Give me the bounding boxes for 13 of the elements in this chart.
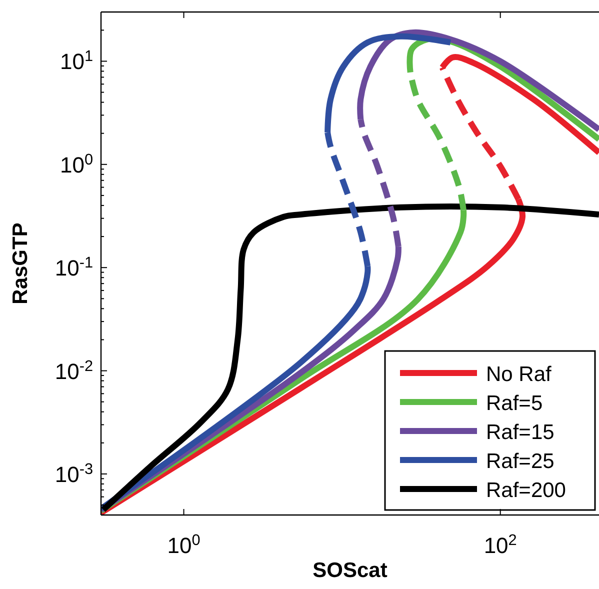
y-tick-label: 10$^{-3}$: [54, 460, 93, 487]
legend-label: No Raf: [486, 363, 552, 386]
legend-label: Raf=15: [486, 421, 554, 444]
legend-label: Raf=25: [486, 450, 554, 473]
y-tick-label: 10$^{0}$: [60, 150, 93, 178]
x-axis-title: SOScat: [312, 559, 388, 582]
y-tick-label: 10$^{1}$: [60, 48, 93, 74]
y-tick-label: 10$^{-1}$: [54, 254, 93, 281]
y-axis-title: RasGTP: [9, 222, 32, 304]
legend-label: Raf=200: [486, 479, 566, 502]
x-tick-label: 10$^{2}$: [484, 532, 517, 558]
y-tick-label: 10$^{-2}$: [54, 357, 93, 384]
legend-label: Raf=5: [486, 392, 543, 415]
